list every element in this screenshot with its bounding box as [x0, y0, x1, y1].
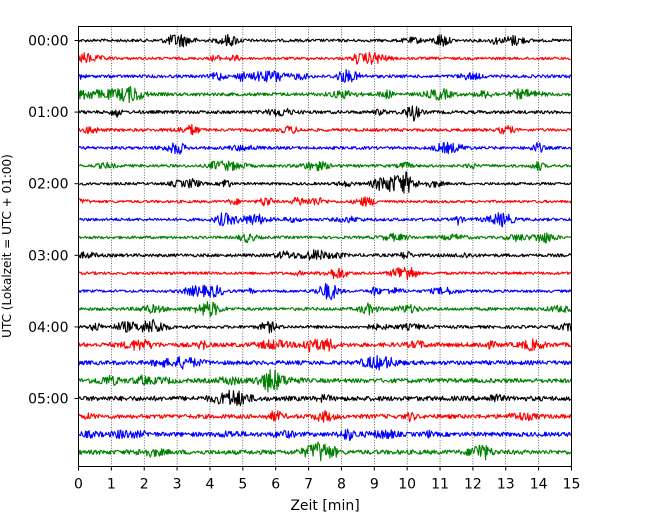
x-axis: 0 1 2 3 4 5 6 7 8 9 10 11 12 13 14 15: [74, 466, 581, 493]
y-axis: 00:00 01:00 02:00 03:00 04:00 05:00: [28, 34, 79, 408]
trace-line: [78, 354, 572, 371]
x-tick-label: 6: [271, 477, 280, 493]
y-tick-label: 05:00: [28, 392, 68, 408]
x-tick-label: 7: [304, 477, 313, 493]
x-tick-label: 9: [370, 477, 379, 493]
trace-line: [78, 428, 572, 441]
trace-line: [77, 318, 573, 334]
y-tick-label: 02:00: [28, 177, 68, 193]
x-tick-label: 10: [398, 477, 416, 493]
trace-line: [77, 123, 573, 136]
y-tick-label: 03:00: [28, 248, 68, 264]
trace-line: [78, 33, 572, 48]
x-tick-label: 4: [206, 477, 215, 493]
x-tick-label: 14: [530, 477, 548, 493]
y-axis-label: UTC (Lokalzeit = UTC + 01:00): [0, 154, 14, 338]
trace-line: [78, 232, 572, 244]
trace-line: [78, 249, 572, 261]
trace-line: [78, 68, 572, 83]
trace-line: [78, 160, 572, 172]
x-tick-label: 5: [238, 477, 247, 493]
trace-line: [78, 212, 572, 228]
x-tick-label: 13: [497, 477, 515, 493]
x-tick-label: 1: [107, 477, 116, 493]
trace-line: [78, 389, 572, 407]
trace-line: [77, 369, 572, 393]
trace-line: [77, 300, 573, 318]
x-axis-label: Zeit [min]: [290, 498, 359, 514]
trace-line: [78, 171, 573, 194]
x-tick-label: 15: [563, 477, 581, 493]
trace-line: [77, 141, 573, 155]
x-tick-label: 11: [431, 477, 449, 493]
trace-line: [78, 86, 572, 104]
trace-layer: [77, 33, 573, 462]
y-tick-label: 00:00: [28, 34, 68, 50]
trace-line: [78, 196, 572, 207]
x-tick-label: 12: [464, 477, 482, 493]
trace-line: [77, 282, 573, 301]
x-tick-label: 2: [140, 477, 149, 493]
y-tick-label: 04:00: [28, 320, 68, 336]
trace-line: [78, 266, 572, 281]
grid-layer: [111, 26, 539, 467]
trace-line: [77, 409, 573, 423]
trace-line: [77, 338, 572, 353]
trace-line: [78, 441, 573, 462]
trace-line: [78, 105, 572, 122]
x-tick-label: 0: [74, 477, 83, 493]
x-tick-label: 3: [173, 477, 182, 493]
y-tick-label: 01:00: [28, 105, 68, 121]
x-tick-label: 8: [337, 477, 346, 493]
trace-line: [78, 51, 572, 65]
plot-frame: [78, 26, 572, 467]
